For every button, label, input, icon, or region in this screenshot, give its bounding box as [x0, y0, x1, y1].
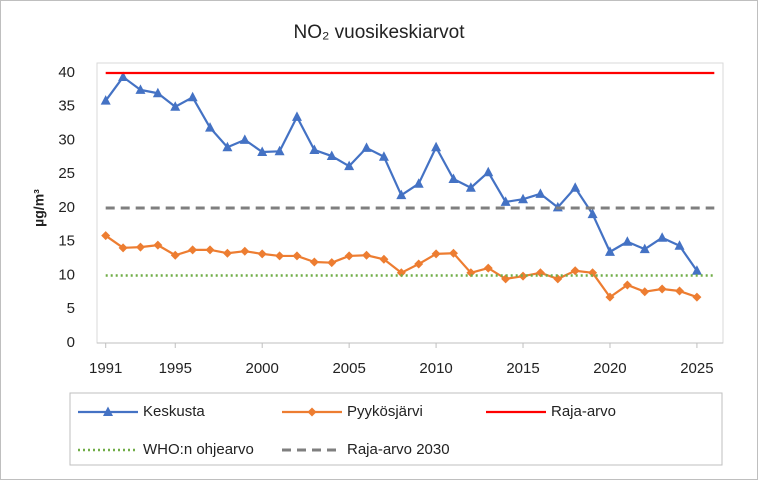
- y-tick-label: 0: [67, 334, 75, 351]
- marker: [257, 146, 268, 156]
- marker: [396, 189, 407, 200]
- y-tick-label: 15: [58, 233, 75, 250]
- marker: [570, 266, 580, 276]
- marker: [135, 84, 146, 94]
- legend-label: Keskusta: [143, 403, 205, 420]
- marker: [292, 251, 302, 261]
- marker: [135, 242, 145, 252]
- y-tick-label: 40: [58, 64, 75, 81]
- x-tick-label: 1991: [89, 360, 122, 377]
- marker: [153, 240, 163, 250]
- marker: [344, 160, 355, 171]
- marker: [675, 286, 685, 296]
- marker: [170, 250, 180, 260]
- marker: [466, 268, 476, 278]
- marker: [205, 245, 215, 255]
- marker: [327, 258, 337, 268]
- marker: [605, 292, 615, 302]
- marker: [553, 274, 563, 284]
- y-tick-label: 25: [58, 165, 75, 182]
- marker: [622, 280, 632, 290]
- marker: [309, 257, 319, 267]
- x-tick-label: 2005: [332, 360, 365, 377]
- marker: [100, 95, 111, 105]
- marker: [307, 407, 317, 417]
- marker: [101, 231, 111, 241]
- marker: [274, 145, 285, 156]
- marker: [239, 134, 250, 144]
- marker: [152, 87, 163, 98]
- marker: [205, 122, 216, 132]
- marker: [118, 71, 129, 82]
- marker: [588, 268, 598, 278]
- x-tick-label: 2025: [680, 360, 713, 377]
- marker: [222, 141, 233, 152]
- y-tick-label: 5: [67, 300, 75, 317]
- marker: [291, 111, 302, 121]
- legend-label: Pyykösjärvi: [347, 403, 423, 420]
- marker: [170, 101, 181, 111]
- marker: [639, 243, 650, 254]
- x-tick-label: 2020: [593, 360, 626, 377]
- marker: [413, 178, 424, 188]
- x-tick-label: 2000: [246, 360, 279, 377]
- y-axis-label: µg/m³: [31, 189, 47, 227]
- y-tick-label: 10: [58, 266, 75, 283]
- legend-box: [69, 392, 723, 466]
- marker: [501, 274, 511, 284]
- legend-label: WHO:n ohjearvo: [143, 441, 254, 458]
- chart-title: NO₂ vuosikeskiarvot: [293, 22, 465, 43]
- marker: [483, 166, 494, 177]
- legend-label: Raja-arvo: [551, 403, 616, 420]
- marker: [500, 196, 511, 206]
- marker: [604, 246, 615, 256]
- legend-label: Raja-arvo 2030: [347, 441, 450, 458]
- marker: [448, 173, 459, 183]
- marker: [103, 406, 113, 416]
- marker: [622, 236, 633, 246]
- marker: [448, 248, 458, 258]
- marker: [379, 254, 389, 264]
- marker: [692, 292, 702, 302]
- marker: [118, 243, 128, 253]
- marker: [187, 91, 198, 102]
- marker: [674, 240, 685, 250]
- marker: [691, 265, 702, 275]
- marker: [396, 268, 406, 278]
- marker: [465, 182, 476, 192]
- marker: [309, 144, 320, 154]
- marker: [431, 141, 442, 152]
- marker: [275, 251, 285, 261]
- x-tick-label: 2015: [506, 360, 539, 377]
- marker: [483, 263, 493, 273]
- y-tick-label: 35: [58, 98, 75, 115]
- y-tick-label: 20: [58, 199, 75, 216]
- marker: [657, 232, 668, 242]
- marker: [657, 284, 667, 294]
- marker: [587, 208, 598, 219]
- marker: [431, 249, 441, 259]
- y-tick-label: 30: [58, 131, 75, 148]
- marker: [188, 245, 198, 255]
- marker: [518, 271, 528, 281]
- marker: [640, 287, 650, 297]
- marker: [222, 248, 232, 258]
- marker: [518, 193, 529, 204]
- marker: [326, 150, 337, 161]
- marker: [257, 249, 267, 259]
- marker: [362, 250, 372, 260]
- marker: [535, 188, 546, 198]
- marker: [414, 259, 424, 269]
- marker: [378, 151, 389, 161]
- marker: [240, 246, 250, 256]
- x-tick-label: 2010: [419, 360, 452, 377]
- x-tick-label: 1995: [159, 360, 192, 377]
- marker: [361, 142, 372, 152]
- marker: [570, 182, 581, 192]
- marker: [344, 251, 354, 261]
